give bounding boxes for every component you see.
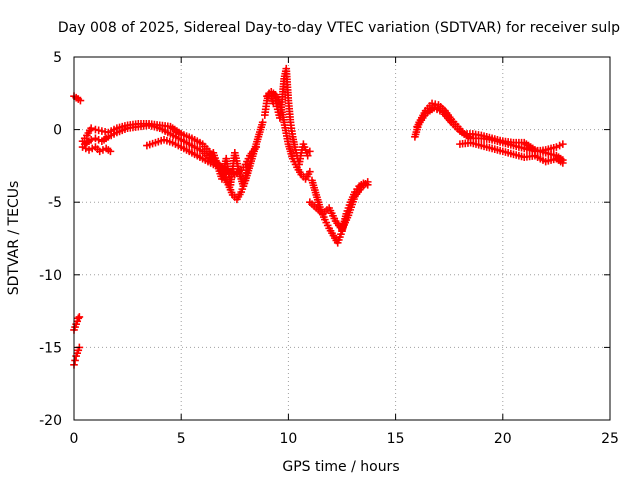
plot-area-markers bbox=[70, 64, 567, 369]
data-point bbox=[237, 188, 246, 196]
x-tick-label: 10 bbox=[279, 431, 297, 447]
data-point bbox=[252, 143, 261, 151]
data-point-fill bbox=[145, 140, 154, 149]
data-point bbox=[75, 313, 84, 321]
data-point bbox=[76, 96, 85, 105]
data-point bbox=[559, 159, 567, 167]
data-point bbox=[306, 167, 314, 176]
data-point bbox=[160, 135, 168, 144]
data-point bbox=[299, 140, 308, 148]
data-point bbox=[87, 124, 95, 132]
data-point bbox=[306, 147, 314, 156]
data-point bbox=[303, 151, 312, 160]
data-point bbox=[301, 146, 310, 154]
data-point-fill bbox=[165, 137, 174, 146]
data-point bbox=[258, 118, 267, 127]
data-point bbox=[151, 138, 160, 147]
x-tick-label: 20 bbox=[494, 431, 512, 447]
y-axis-label: SDTVAR / TECUs bbox=[6, 181, 22, 296]
data-point-fill bbox=[163, 136, 171, 145]
data-point bbox=[73, 349, 82, 358]
y-tick-label: 0 bbox=[53, 123, 62, 139]
data-point bbox=[559, 140, 567, 148]
data-point bbox=[87, 135, 95, 144]
data-point-fill bbox=[337, 230, 345, 238]
y-tick-label: -20 bbox=[39, 413, 62, 429]
chart-title: Day 008 of 2025, Sidereal Day-to-day VTE… bbox=[58, 20, 620, 36]
data-point bbox=[333, 239, 342, 247]
data-point bbox=[363, 178, 372, 186]
data-point bbox=[73, 317, 82, 326]
data-point bbox=[74, 346, 83, 355]
data-point bbox=[106, 147, 115, 156]
y-tick-label: -5 bbox=[48, 195, 62, 211]
y-tick-label: -15 bbox=[39, 340, 62, 356]
data-point-fill bbox=[154, 137, 163, 146]
data-point-fill bbox=[336, 233, 344, 241]
data-point-fill bbox=[300, 143, 309, 151]
x-tick-label: 0 bbox=[70, 431, 79, 447]
x-tick-label: 25 bbox=[601, 431, 619, 447]
axis-ticks: 0 5 10 15 20 25 5 0 -5 -10 -15 -20 bbox=[39, 50, 619, 447]
x-tick-label: 5 bbox=[177, 431, 186, 447]
data-point bbox=[243, 163, 252, 172]
x-tick-label: 15 bbox=[387, 431, 405, 447]
data-point bbox=[71, 356, 79, 365]
data-point bbox=[71, 323, 79, 331]
data-point bbox=[143, 141, 151, 150]
plot-frame bbox=[73, 56, 611, 421]
y-tick-label: -10 bbox=[39, 268, 62, 284]
data-point-fill bbox=[334, 236, 343, 244]
x-axis-label: GPS time / hours bbox=[282, 459, 399, 475]
data-point-fill bbox=[148, 139, 157, 148]
y-tick-label: 5 bbox=[53, 50, 62, 66]
